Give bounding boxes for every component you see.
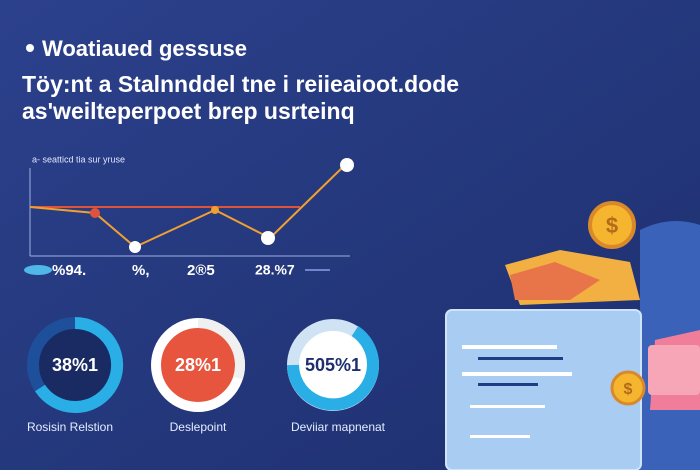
svg-text:$: $ [606, 213, 618, 238]
donut-label: Deslepoint [170, 420, 227, 434]
donut: 38%1 Rosisin Relstion [27, 316, 124, 434]
donut: 505%1 Deviiar mapnenat [287, 319, 386, 434]
bullet [26, 44, 34, 52]
trend-line [29, 164, 346, 249]
point [340, 158, 354, 172]
donut-value: 28%1 [175, 355, 221, 375]
chart-label: 28.%7 [255, 262, 295, 278]
subtitle: as'weilteperpoet brep usrteinq [22, 98, 355, 124]
chart-label: 2®5 [187, 262, 215, 279]
illustration: $ $ [445, 201, 700, 470]
chart-label: %94. [52, 262, 86, 279]
donut-label: Deviiar mapnenat [291, 420, 386, 434]
svg-text:$: $ [624, 381, 633, 398]
point [129, 241, 141, 253]
donut-value: 38%1 [52, 355, 98, 375]
title: Woatiaued gessuse [42, 36, 247, 61]
chart-label: %, [132, 262, 150, 279]
chart-caption: a- seatticd tia sur yruse [32, 154, 125, 164]
donut-label: Rosisin Relstion [27, 420, 113, 434]
swatch [24, 265, 52, 275]
point [211, 206, 219, 214]
line-chart: a- seatticd tia sur yruse %94. %, 2®5 28… [24, 154, 354, 279]
point [90, 208, 100, 218]
donut: 28%1 Deslepoint [151, 317, 245, 434]
donut-value: 505%1 [305, 355, 361, 375]
subtitle: Töy:nt a Stalnnddel tne i reiieaioot.dod… [22, 71, 459, 97]
point [261, 231, 275, 245]
